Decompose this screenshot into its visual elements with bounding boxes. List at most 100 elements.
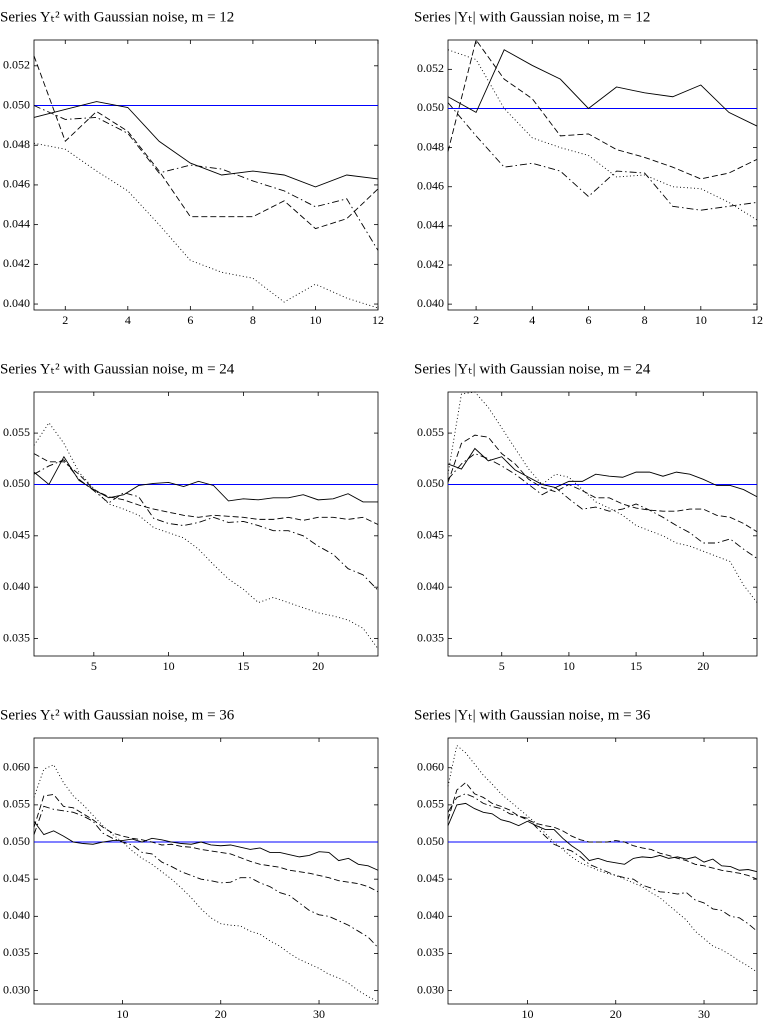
y-tick-label: 0.050 xyxy=(3,834,30,848)
y-tick-label: 0.046 xyxy=(3,177,30,191)
x-tick-label: 10 xyxy=(563,659,575,673)
series-line xyxy=(447,49,758,127)
y-tick-label: 0.040 xyxy=(417,296,444,310)
y-tick-label: 0.045 xyxy=(417,528,444,542)
x-tick-label: 6 xyxy=(585,313,591,327)
chart-title: Series |Yₜ| with Gaussian noise, m = 12 xyxy=(414,9,650,25)
y-tick-label: 0.050 xyxy=(417,100,444,114)
x-tick-label: 10 xyxy=(163,659,175,673)
x-tick-label: 10 xyxy=(309,313,321,327)
y-tick-label: 0.040 xyxy=(417,908,444,922)
y-tick-label: 0.045 xyxy=(3,871,30,885)
series-line xyxy=(447,447,758,498)
y-tick-label: 0.035 xyxy=(417,945,444,959)
x-tick-label: 20 xyxy=(610,1007,622,1019)
chart-title: Series |Yₜ| with Gaussian noise, m = 24 xyxy=(414,361,651,377)
x-tick-label: 20 xyxy=(697,659,709,673)
x-tick-label: 10 xyxy=(521,1007,533,1019)
series-line xyxy=(447,434,758,533)
y-tick-label: 0.035 xyxy=(3,945,30,959)
x-tick-label: 6 xyxy=(187,313,193,327)
y-tick-label: 0.035 xyxy=(3,630,30,644)
y-tick-label: 0.060 xyxy=(417,759,444,773)
x-tick-label: 12 xyxy=(751,313,763,327)
series-line xyxy=(447,453,758,559)
series-line xyxy=(33,805,379,948)
y-tick-label: 0.048 xyxy=(3,137,30,151)
x-tick-label: 30 xyxy=(698,1007,710,1019)
series-line xyxy=(33,793,379,893)
chart-title: Series Yₜ² with Gaussian noise, m = 24 xyxy=(0,361,235,377)
y-tick-label: 0.042 xyxy=(3,256,30,270)
y-tick-label: 0.060 xyxy=(3,759,30,773)
y-tick-label: 0.055 xyxy=(417,425,444,439)
series-line xyxy=(447,793,758,932)
x-tick-label: 15 xyxy=(237,659,249,673)
y-tick-label: 0.045 xyxy=(3,528,30,542)
chart-title: Series Yₜ² with Gaussian noise, m = 36 xyxy=(0,707,235,723)
x-tick-label: 8 xyxy=(642,313,648,327)
series-line xyxy=(33,455,378,503)
series-line xyxy=(33,459,379,591)
y-tick-label: 0.055 xyxy=(3,425,30,439)
series-line xyxy=(447,744,758,973)
y-tick-label: 0.035 xyxy=(417,630,444,644)
x-tick-label: 20 xyxy=(215,1007,227,1019)
series-line xyxy=(447,102,758,211)
series-line xyxy=(33,453,379,525)
y-tick-label: 0.050 xyxy=(417,834,444,848)
y-tick-label: 0.040 xyxy=(3,908,30,922)
x-tick-label: 2 xyxy=(473,313,479,327)
series-line xyxy=(33,55,379,230)
x-tick-label: 5 xyxy=(499,659,505,673)
y-tick-label: 0.030 xyxy=(3,982,30,996)
y-tick-label: 0.040 xyxy=(3,296,30,310)
y-tick-label: 0.042 xyxy=(417,257,444,271)
plot-frame xyxy=(33,391,379,657)
y-tick-label: 0.052 xyxy=(417,61,444,75)
y-tick-label: 0.044 xyxy=(417,218,444,232)
series-line xyxy=(447,49,758,221)
plot-frame xyxy=(447,737,758,1005)
series-line xyxy=(33,105,379,251)
series-line xyxy=(33,142,379,309)
y-tick-label: 0.044 xyxy=(3,216,30,230)
x-tick-label: 4 xyxy=(529,313,535,327)
y-tick-label: 0.048 xyxy=(417,139,444,153)
x-tick-label: 30 xyxy=(313,1007,325,1019)
plot-frame xyxy=(33,39,379,311)
y-tick-label: 0.050 xyxy=(3,97,30,111)
y-tick-label: 0.040 xyxy=(417,579,444,593)
series-line xyxy=(33,820,379,871)
x-tick-label: 10 xyxy=(116,1007,128,1019)
y-tick-label: 0.055 xyxy=(3,797,30,811)
y-tick-label: 0.050 xyxy=(417,476,444,490)
y-tick-label: 0.055 xyxy=(417,797,444,811)
x-tick-label: 15 xyxy=(630,659,642,673)
x-tick-label: 8 xyxy=(250,313,256,327)
plot-frame xyxy=(447,39,758,311)
series-line xyxy=(33,101,379,188)
series-line xyxy=(33,422,379,650)
series-line xyxy=(447,38,758,180)
x-tick-label: 5 xyxy=(91,659,97,673)
series-line xyxy=(33,764,379,1003)
x-tick-label: 12 xyxy=(372,313,384,327)
x-tick-label: 4 xyxy=(125,313,131,327)
y-tick-label: 0.045 xyxy=(417,871,444,885)
series-line xyxy=(447,391,758,603)
chart-title: Series |Yₜ| with Gaussian noise, m = 36 xyxy=(414,707,651,723)
series-line xyxy=(447,781,758,880)
plot-frame xyxy=(33,737,379,1005)
series-line xyxy=(447,802,758,873)
x-tick-label: 10 xyxy=(695,313,707,327)
x-tick-label: 2 xyxy=(62,313,68,327)
y-tick-label: 0.030 xyxy=(417,982,444,996)
plot-frame xyxy=(447,391,758,657)
x-tick-label: 20 xyxy=(312,659,324,673)
y-tick-label: 0.046 xyxy=(417,178,444,192)
y-tick-label: 0.050 xyxy=(3,476,30,490)
chart-title: Series Yₜ² with Gaussian noise, m = 12 xyxy=(0,9,234,25)
y-tick-label: 0.052 xyxy=(3,58,30,72)
